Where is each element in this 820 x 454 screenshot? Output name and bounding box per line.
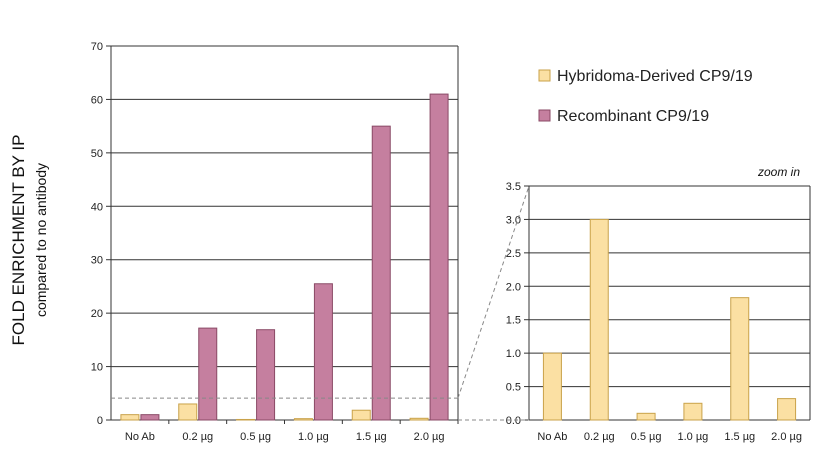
bar-hybridoma: [293, 418, 313, 421]
main-plot: 0 10 20 30 40 50 60 70 No Ab 0.2 µg 0.5 µg 1.0 µg 1.…: [91, 41, 459, 443]
zoom-plot: 0.0 0.5 1.0 1.5 2.0 2.5 3.0 3.5 No Ab 0.2 µg 0.5 µ…: [457, 181, 811, 443]
x-tick-label: 0.5 µg: [240, 431, 271, 443]
bar-recombinant: [198, 327, 218, 421]
zoom-bar-hybridoma: [777, 398, 797, 421]
zoom-y-tick-label: 3.5: [506, 181, 521, 193]
legend-swatch-hybridoma: [538, 69, 551, 82]
zoom-x-tick-label: 1.5 µg: [724, 431, 755, 443]
y-tick-label: 40: [91, 201, 103, 213]
zoom-bar-hybridoma: [730, 297, 750, 421]
zoom-y-tick-label: 1.0: [506, 348, 521, 360]
x-tick-label: 1.0 µg: [298, 431, 329, 443]
x-tick-label: 2.0 µg: [414, 431, 445, 443]
bar-hybridoma: [178, 403, 198, 421]
zoom-bar-hybridoma: [542, 352, 562, 421]
x-tick-label: 0.2 µg: [182, 431, 213, 443]
zoom-x-tick-label: 0.2 µg: [584, 431, 615, 443]
x-tick-label: 1.5 µg: [356, 431, 387, 443]
zoom-y-tick-label: 0.5: [506, 382, 521, 394]
bar-hybridoma: [120, 414, 140, 421]
zoom-bar-hybridoma: [683, 402, 703, 421]
zoom-y-tick-label: 0.0: [506, 415, 521, 427]
zoom-x-tick-label: 2.0 µg: [771, 431, 802, 443]
bar-hybridoma: [409, 417, 429, 421]
zoom-y-tick-label: 1.5: [506, 315, 521, 327]
bar-recombinant: [371, 125, 391, 421]
zoom-y-tick-label: 2.0: [506, 281, 521, 293]
zoom-note: zoom in: [757, 165, 800, 179]
zoom-connector: [457, 185, 530, 399]
x-tick-label: No Ab: [125, 431, 155, 443]
y-tick-label: 60: [91, 94, 103, 106]
y-tick-label: 0: [97, 415, 103, 427]
y-tick-label: 50: [91, 148, 103, 160]
zoom-x-tick-label: No Ab: [537, 431, 567, 443]
zoom-y-tick-label: 3.0: [506, 214, 521, 226]
zoom-bar-hybridoma: [636, 412, 656, 421]
bar-recombinant: [256, 329, 276, 421]
legend-label: Recombinant CP9/19: [557, 108, 709, 125]
bar-hybridoma: [236, 418, 256, 421]
y-tick-label: 10: [91, 362, 103, 374]
bar-recombinant: [429, 93, 449, 421]
bar-recombinant: [140, 414, 160, 421]
y-tick-label: 20: [91, 308, 103, 320]
y-tick-label: 30: [91, 255, 103, 267]
zoom-x-tick-label: 1.0 µg: [678, 431, 709, 443]
zoom-x-tick-label: 0.5 µg: [631, 431, 662, 443]
legend-swatch-recombinant: [538, 109, 551, 122]
legend-label: Hybridoma-Derived CP9/19: [557, 68, 753, 85]
y-axis-sublabel: compared to no antibody: [33, 163, 49, 317]
legend: Hybridoma-Derived CP9/19 Recombinant CP9/…: [538, 68, 753, 125]
y-axis-label: FOLD ENRICHMENT BY IP: [9, 135, 28, 346]
y-tick-label: 70: [91, 41, 103, 53]
zoom-bar-hybridoma: [589, 218, 609, 421]
bar-hybridoma: [351, 409, 371, 421]
bar-recombinant: [313, 283, 333, 421]
zoom-y-tick-label: 2.5: [506, 248, 521, 260]
